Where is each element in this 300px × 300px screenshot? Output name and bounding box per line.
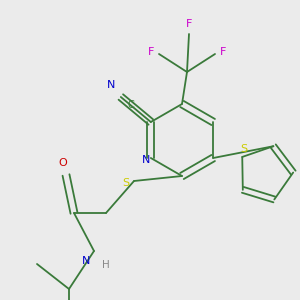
Text: O: O [58,158,68,168]
Text: S: S [241,144,248,154]
Text: N: N [106,80,115,90]
Text: N: N [82,256,90,266]
Text: N: N [142,155,150,165]
Text: F: F [220,47,226,57]
Text: C: C [128,100,134,110]
Text: F: F [148,47,154,57]
Text: S: S [122,178,130,188]
Text: H: H [102,260,110,270]
Text: F: F [186,19,192,29]
